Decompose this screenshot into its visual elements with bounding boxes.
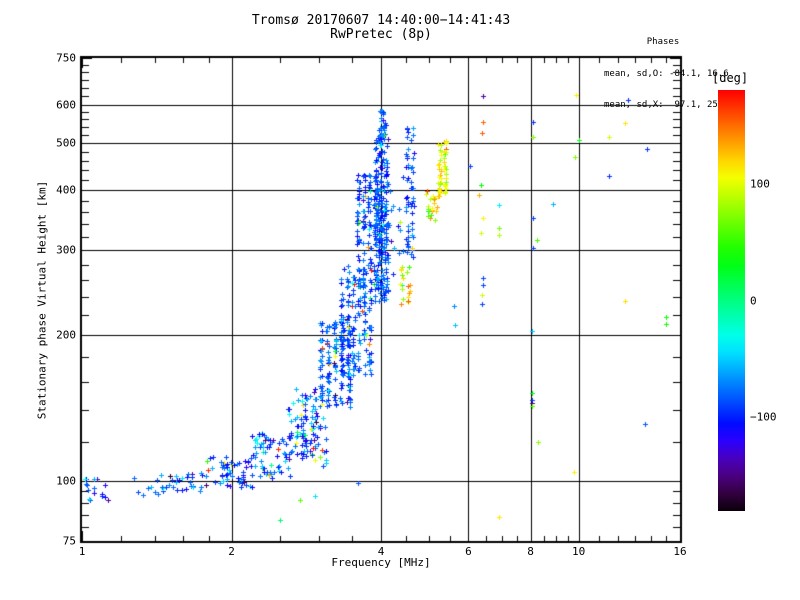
x-tick-label: 6 — [465, 545, 472, 558]
phase-colorbar — [718, 90, 745, 511]
x-tick-label: 1 — [78, 545, 86, 558]
y-tick-label: 500 — [56, 136, 76, 150]
x-tick-label: 8 — [527, 545, 534, 558]
y-tick-label: 75 — [62, 534, 76, 548]
plot-title: Tromsø 20170607 14:40:00−14:41:43 — [251, 13, 511, 28]
phase-stats-title: Phases — [646, 37, 680, 47]
y-tick-label: 400 — [56, 183, 76, 197]
colorbar-tick-label: 100 — [750, 177, 770, 191]
x-tick-label: 4 — [377, 545, 385, 558]
x-tick-label: 2 — [228, 545, 235, 558]
y-tick-label: 300 — [56, 243, 76, 257]
colorbar-tick-label: −100 — [750, 410, 777, 424]
phase-stats-o-mode: mean, sd,O: -84.1, 16.6 — [604, 68, 729, 79]
y-tick-label: 100 — [56, 474, 76, 488]
phase-stats-block: Phases mean, sd,O: -84.1, 16.6 mean, sd,… — [604, 16, 744, 132]
colorbar-tick-label: 0 — [750, 294, 757, 307]
colorbar-unit-label: [deg] — [712, 71, 749, 85]
y-tick-label: 600 — [56, 98, 76, 112]
y-tick-label: 750 — [56, 51, 76, 65]
x-axis-label: Frequency [MHz] — [331, 556, 431, 569]
phase-stats-x-mode: mean, sd,X: 97.1, 25.5 — [604, 100, 729, 110]
plot-subtitle: RwPretec (8p) — [330, 27, 432, 42]
y-axis-label: Stationary phase Virtual Height [km] — [35, 180, 49, 420]
y-tick-label: 200 — [56, 328, 76, 342]
x-tick-label: 16 — [673, 545, 687, 558]
x-tick-label: 10 — [572, 545, 586, 558]
